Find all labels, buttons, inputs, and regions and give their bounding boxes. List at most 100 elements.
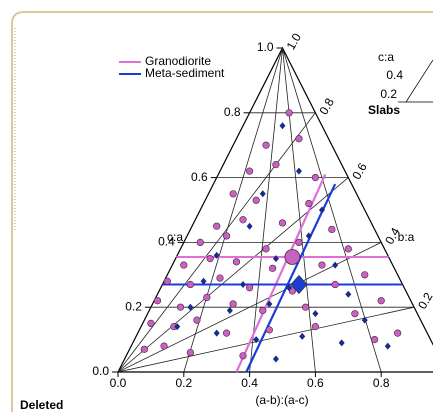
- point: [140, 345, 148, 353]
- bottom-axis-label: (a-b):(a-c): [255, 393, 308, 407]
- x-tick-label: 0.0: [110, 376, 127, 390]
- point: [344, 245, 352, 253]
- point: [174, 323, 181, 331]
- point: [331, 280, 339, 289]
- inset-title: c:a: [378, 50, 394, 64]
- fit-line: [235, 173, 327, 373]
- point: [232, 258, 241, 266]
- point: [311, 323, 320, 331]
- point: [213, 329, 220, 337]
- inset-label: Slabs: [368, 103, 400, 117]
- point: [186, 348, 194, 357]
- point: [272, 355, 279, 363]
- left-tick-label: 0.6: [191, 170, 208, 184]
- point: [160, 342, 168, 350]
- mean-point: [290, 274, 308, 295]
- point: [196, 238, 204, 246]
- left-tick-label: 0.8: [224, 105, 241, 119]
- point: [213, 251, 220, 259]
- point: [246, 284, 254, 292]
- point: [351, 310, 359, 318]
- point: [318, 206, 325, 214]
- point: [272, 161, 280, 169]
- point: [312, 310, 319, 318]
- grid-line: [282, 47, 316, 373]
- point: [371, 336, 379, 344]
- point: [286, 284, 293, 292]
- grid-line: [183, 47, 283, 373]
- grid-line: [117, 112, 316, 373]
- point: [239, 216, 247, 224]
- left-tick-label: 0.4: [158, 235, 175, 249]
- point: [226, 306, 233, 314]
- inset-tick: 0.2: [380, 87, 397, 101]
- x-tick-label: 0.8: [373, 376, 390, 390]
- point: [295, 167, 302, 175]
- point: [153, 297, 162, 305]
- point: [200, 277, 207, 285]
- point: [262, 245, 270, 253]
- triangle: [117, 46, 433, 373]
- point: [265, 326, 273, 334]
- point: [246, 222, 253, 230]
- point: [222, 232, 231, 240]
- point: [213, 222, 221, 230]
- point: [311, 174, 320, 182]
- inset-tick: 0.4: [386, 68, 403, 82]
- point: [305, 232, 312, 240]
- point: [229, 190, 237, 198]
- point: [272, 255, 279, 263]
- grid-line: [117, 242, 382, 373]
- point: [246, 167, 254, 175]
- point: [266, 300, 273, 308]
- point: [229, 300, 237, 308]
- grid-line: [282, 47, 382, 373]
- left-tick-label: 0.2: [125, 299, 142, 313]
- left-tick-label: 1.0: [257, 40, 274, 54]
- point: [163, 277, 171, 285]
- footer-label: Deleted: [20, 398, 63, 412]
- point: [259, 306, 267, 315]
- point: [222, 329, 231, 337]
- point: [328, 225, 336, 234]
- point: [345, 290, 352, 298]
- fit-line: [245, 183, 337, 373]
- point: [259, 190, 266, 198]
- left-tick-label: 0.0: [92, 364, 109, 378]
- point: [253, 336, 260, 344]
- point: [301, 303, 310, 311]
- point: [279, 122, 286, 130]
- point: [299, 332, 306, 340]
- point: [239, 352, 247, 360]
- right-axis-label: b:a: [398, 230, 415, 244]
- point: [240, 281, 247, 289]
- slide-frame: [11, 11, 433, 412]
- point: [147, 319, 155, 328]
- point: [338, 339, 345, 347]
- legend-label: Meta-sediment: [145, 66, 225, 80]
- right-tick-label: 0.6: [349, 160, 370, 182]
- point: [186, 280, 194, 289]
- point: [295, 238, 303, 246]
- point: [361, 316, 368, 324]
- mean-point: [284, 249, 301, 265]
- point: [377, 297, 385, 305]
- point: [262, 141, 270, 149]
- grid-line: [117, 177, 349, 373]
- point: [285, 109, 293, 117]
- point: [203, 293, 211, 302]
- right-tick-label: 0.2: [415, 290, 433, 312]
- point: [180, 261, 188, 269]
- left-axis-label: c:a: [167, 230, 183, 244]
- inset-triangle: [398, 59, 433, 103]
- x-tick-label: 0.2: [175, 376, 192, 390]
- point: [206, 255, 214, 263]
- right-tick-label: 1.0: [284, 31, 305, 53]
- right-tick-label: 0.8: [316, 95, 337, 117]
- point: [216, 274, 224, 282]
- point: [394, 329, 402, 337]
- grid-line: [117, 306, 415, 373]
- point: [252, 196, 260, 204]
- point: [305, 199, 313, 208]
